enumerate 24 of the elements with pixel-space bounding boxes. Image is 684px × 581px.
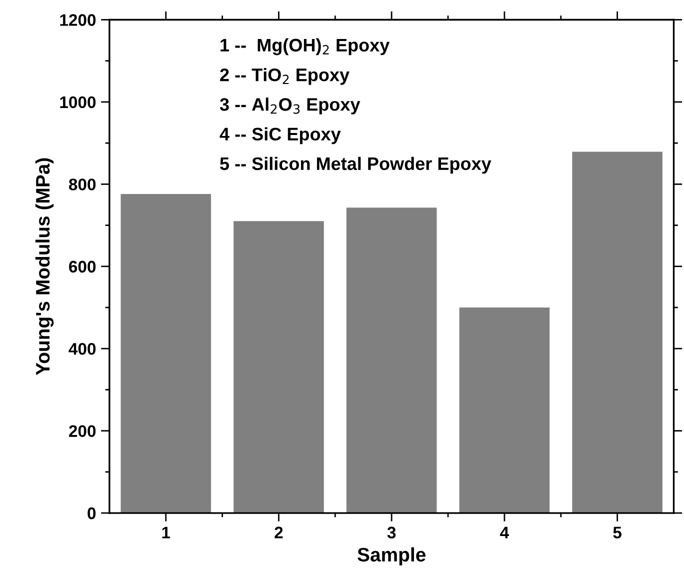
bar bbox=[459, 307, 550, 514]
annotation: 3 -- Al$_{2}$O$_{3}$ Epoxy bbox=[220, 98, 360, 114]
y-tick-label: 600 bbox=[69, 260, 96, 273]
bar bbox=[572, 152, 662, 514]
bar bbox=[120, 194, 212, 514]
x-tick-label: 1 bbox=[162, 526, 170, 538]
x-tick-label: 4 bbox=[500, 526, 509, 538]
x-tick-label: 2 bbox=[274, 526, 283, 538]
annotation: 5 -- Silicon Metal Powder Epoxy bbox=[220, 156, 492, 174]
bar bbox=[234, 221, 324, 514]
annotation: 1 -- Mg(OH)$_{2}$ Epoxy bbox=[220, 38, 390, 56]
y-tick-label: 1200 bbox=[60, 14, 96, 26]
x-tick-label: 3 bbox=[387, 526, 396, 538]
y-tick-label: 1000 bbox=[60, 96, 96, 108]
bar bbox=[346, 208, 437, 514]
y-tick-label: 200 bbox=[69, 425, 96, 438]
y-tick-label: 800 bbox=[68, 178, 96, 190]
x-tick-label: 5 bbox=[613, 526, 622, 538]
y-axis-title: Young's Modulus (MPa) bbox=[35, 158, 54, 376]
y-tick-label: 0 bbox=[88, 507, 96, 520]
annotation: 2 -- TiO$_{2}$ Epoxy bbox=[220, 68, 350, 85]
annotation: 4 -- SiC Epoxy bbox=[220, 127, 341, 144]
x-axis-title: Sample bbox=[358, 547, 426, 566]
y-tick-label: 400 bbox=[68, 343, 96, 355]
